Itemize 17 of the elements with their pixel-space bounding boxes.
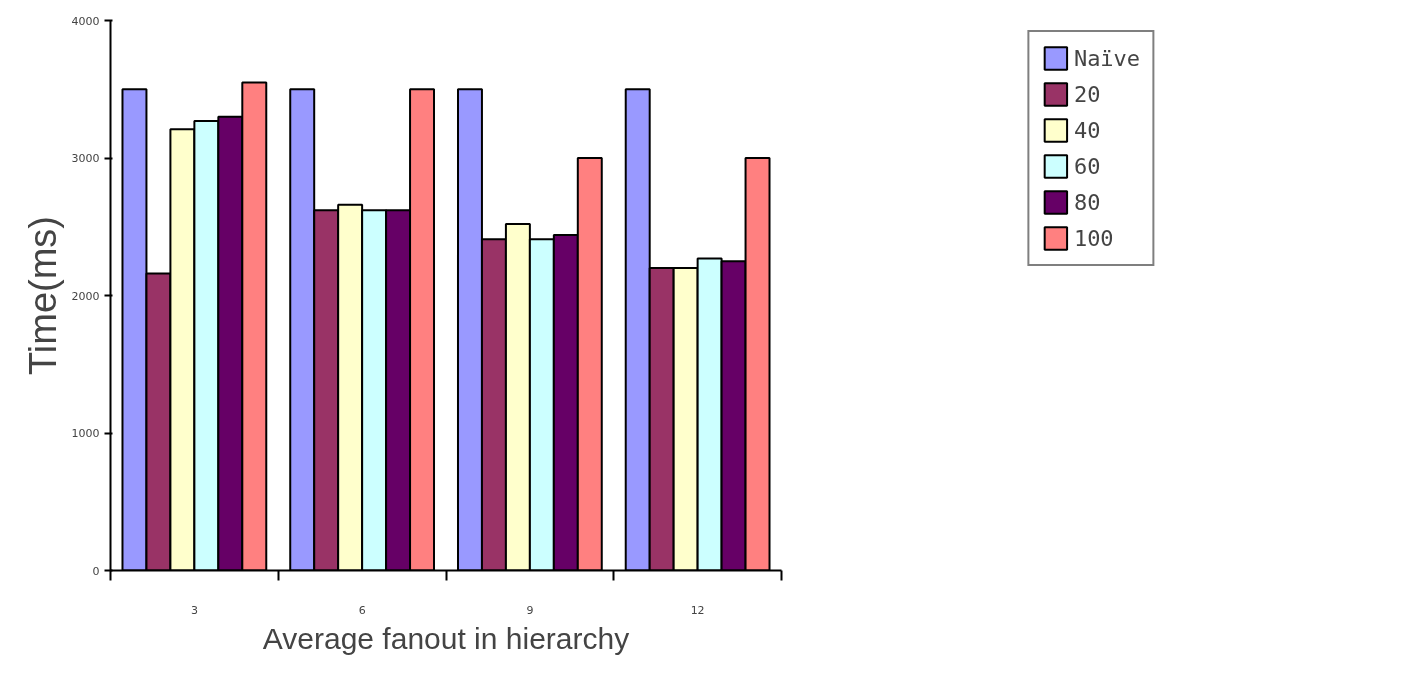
y-tick-label: 2000 xyxy=(71,289,100,303)
x-tick-label: 9 xyxy=(526,603,534,617)
x-axis-title: Average fanout in hierarchy xyxy=(262,621,630,655)
y-tick-label: 0 xyxy=(92,564,100,578)
y-tick-label: 4000 xyxy=(71,14,100,28)
legend-label: 40 xyxy=(1073,117,1101,143)
y-axis-title: Time(ms) xyxy=(21,216,64,375)
legend-label: Naïve xyxy=(1073,45,1141,71)
y-tick-label: 3000 xyxy=(71,152,100,165)
legend-label: 100 xyxy=(1073,225,1114,251)
legend-label: 80 xyxy=(1073,189,1101,215)
legend-label: 60 xyxy=(1073,153,1101,179)
x-tick-label: 6 xyxy=(358,603,366,617)
legend-label: 20 xyxy=(1073,81,1101,107)
x-tick-label: 12 xyxy=(690,603,705,617)
y-tick-label: 1000 xyxy=(71,427,100,440)
x-tick-label: 3 xyxy=(190,603,198,617)
